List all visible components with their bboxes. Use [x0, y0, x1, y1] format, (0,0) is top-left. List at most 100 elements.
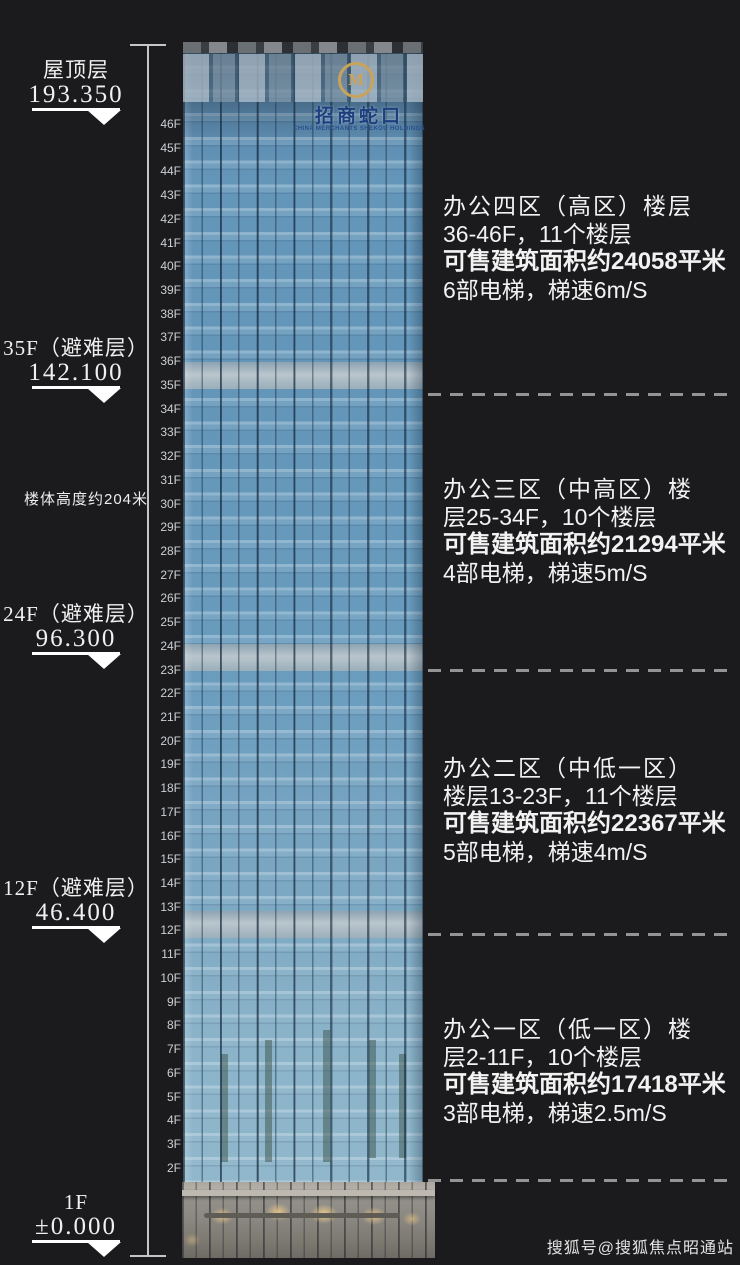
- floor-label: 14F: [160, 876, 181, 891]
- elevation-marker-24f: 24F（避难层） 96.300: [0, 602, 152, 672]
- dimension-line: [147, 45, 149, 1257]
- zone-separator-dashed-line: [428, 669, 736, 672]
- zone-area: 可售建筑面积约21294平米: [443, 531, 726, 558]
- floor-label: 8F: [166, 1018, 181, 1033]
- zone-area: 可售建筑面积约17418平米: [443, 1071, 726, 1098]
- zone-title: 办公四区（高区）楼层: [443, 193, 693, 219]
- floor-label: 26F: [160, 591, 181, 606]
- floor-label: 28F: [160, 543, 181, 558]
- elevation-marker-1f: 1F ±0.000: [0, 1190, 152, 1260]
- watermark: 搜狐号@搜狐焦点昭通站: [546, 1240, 734, 1257]
- refuge-floor-band-24f: [183, 644, 423, 671]
- marker-label: 1F: [63, 1190, 89, 1214]
- marker-label: 屋顶层: [43, 58, 109, 82]
- facade-accent-strip: [369, 1040, 376, 1158]
- floor-label: 19F: [160, 757, 181, 772]
- zone-floors: 36-46F，11个楼层: [443, 221, 632, 247]
- lobby-canopy-inner: [204, 1213, 400, 1218]
- zone-floors: 层25-34F，10个楼层: [443, 504, 657, 530]
- floor-label: 21F: [160, 710, 181, 724]
- floor-label: 25F: [160, 615, 181, 630]
- floor-label: 42F: [160, 211, 181, 226]
- facade-accent-strip: [221, 1054, 228, 1162]
- floor-label: 15F: [160, 852, 181, 867]
- floor-label: 7F: [166, 1042, 181, 1057]
- logo-symbol: M: [347, 70, 365, 89]
- marker-elevation-value: 142.100: [28, 359, 124, 386]
- floor-label: 36F: [160, 354, 181, 369]
- floor-label: 37F: [160, 330, 181, 345]
- logo-text: 招商蛇口: [314, 106, 403, 127]
- marker-label: 12F（避难层）: [3, 876, 149, 900]
- floor-label: 13F: [160, 899, 181, 914]
- zone-separator-dashed-line: [428, 1179, 736, 1182]
- office-zone-3-description: 办公三区（中高区）楼 层25-34F，10个楼层 可售建筑面积约21294平米 …: [443, 475, 740, 587]
- zone-floors: 楼层13-23F，11个楼层: [443, 783, 678, 809]
- floor-label: 17F: [160, 804, 181, 819]
- elevation-pointer-icon: [0, 386, 152, 406]
- elevation-pointer-icon: [0, 652, 152, 672]
- floor-label: 45F: [160, 140, 181, 155]
- marker-elevation-value: ±0.000: [35, 1213, 117, 1240]
- facade-accent-strip: [323, 1030, 330, 1162]
- floor-label: 16F: [160, 828, 181, 843]
- lobby-canopy: [182, 1190, 435, 1196]
- floor-label: 23F: [160, 662, 181, 677]
- floor-label: 30F: [160, 496, 181, 511]
- elevation-marker-35f: 35F（避难层） 142.100: [0, 336, 152, 406]
- logo-subtext: CHINA MERCHANTS SHEKOU HOLDINGS: [293, 126, 425, 132]
- dimension-tick-top: [130, 44, 166, 46]
- elevation-pointer-icon: [0, 108, 152, 128]
- floor-label: 12F: [160, 923, 181, 938]
- facade-accent-strip: [265, 1040, 272, 1162]
- zone-elevators: 6部电梯，梯速6m/S: [443, 277, 648, 303]
- zone-elevators: 4部电梯，梯速5m/S: [443, 560, 648, 586]
- floor-label: 18F: [160, 781, 181, 796]
- zone-floors: 层2-11F，10个楼层: [443, 1044, 642, 1070]
- facade-accent-strip: [399, 1054, 406, 1158]
- floor-label: 32F: [160, 449, 181, 464]
- floor-label: 5F: [166, 1089, 181, 1104]
- floor-label: 3F: [166, 1136, 181, 1151]
- floor-label: 24F: [160, 638, 181, 653]
- marker-label: 24F（避难层）: [3, 602, 149, 626]
- zone-area: 可售建筑面积约24058平米: [443, 248, 726, 275]
- marker-elevation-value: 96.300: [35, 625, 117, 652]
- office-zone-1-description: 办公一区（低一区）楼 层2-11F，10个楼层 可售建筑面积约17418平米 3…: [443, 1015, 740, 1127]
- refuge-floor-band-35f: [183, 362, 423, 389]
- floor-label: 46F: [160, 117, 181, 131]
- zone-title: 办公二区（中低一区）: [443, 755, 693, 781]
- zone-area: 可售建筑面积约22367平米: [443, 810, 726, 837]
- floor-label: 39F: [160, 283, 181, 298]
- zone-separator-dashed-line: [428, 393, 736, 396]
- floor-label: 20F: [160, 733, 181, 748]
- floor-label: 4F: [166, 1113, 181, 1128]
- lobby-podium: [182, 1182, 435, 1258]
- floor-label: 43F: [160, 188, 181, 203]
- zone-elevators: 3部电梯，梯速2.5m/S: [443, 1100, 667, 1126]
- floor-label: 6F: [166, 1065, 181, 1080]
- floor-label: 33F: [160, 425, 181, 440]
- floor-label: 35F: [160, 377, 181, 392]
- marker-label: 35F（避难层）: [3, 336, 149, 360]
- zone-elevators: 5部电梯，梯速4m/S: [443, 839, 648, 865]
- refuge-floor-band-12f: [183, 911, 423, 938]
- zone-title: 办公三区（中高区）楼: [443, 476, 693, 502]
- floor-label: 22F: [160, 686, 181, 701]
- floor-label: 34F: [160, 401, 181, 416]
- floor-label: 10F: [160, 970, 181, 985]
- rooftop-equipment: [183, 42, 423, 53]
- marker-elevation-value: 46.400: [35, 899, 117, 926]
- floor-label: 31F: [160, 472, 181, 487]
- office-zone-4-description: 办公四区（高区）楼层 36-46F，11个楼层 可售建筑面积约24058平米 6…: [443, 192, 740, 304]
- floor-label: 9F: [166, 994, 181, 1009]
- floor-label: 38F: [160, 306, 181, 321]
- floor-label: 41F: [160, 235, 181, 250]
- floor-label: 44F: [160, 164, 181, 179]
- elevation-marker-12f: 12F（避难层） 46.400: [0, 876, 152, 946]
- building-rendering: M 招商蛇口 CHINA MERCHANTS SHEKOU HOLDINGS: [183, 42, 425, 1182]
- elevation-pointer-icon: [0, 926, 152, 946]
- dimension-tick-bottom: [130, 1255, 166, 1257]
- zone-title: 办公一区（低一区）楼: [443, 1016, 693, 1042]
